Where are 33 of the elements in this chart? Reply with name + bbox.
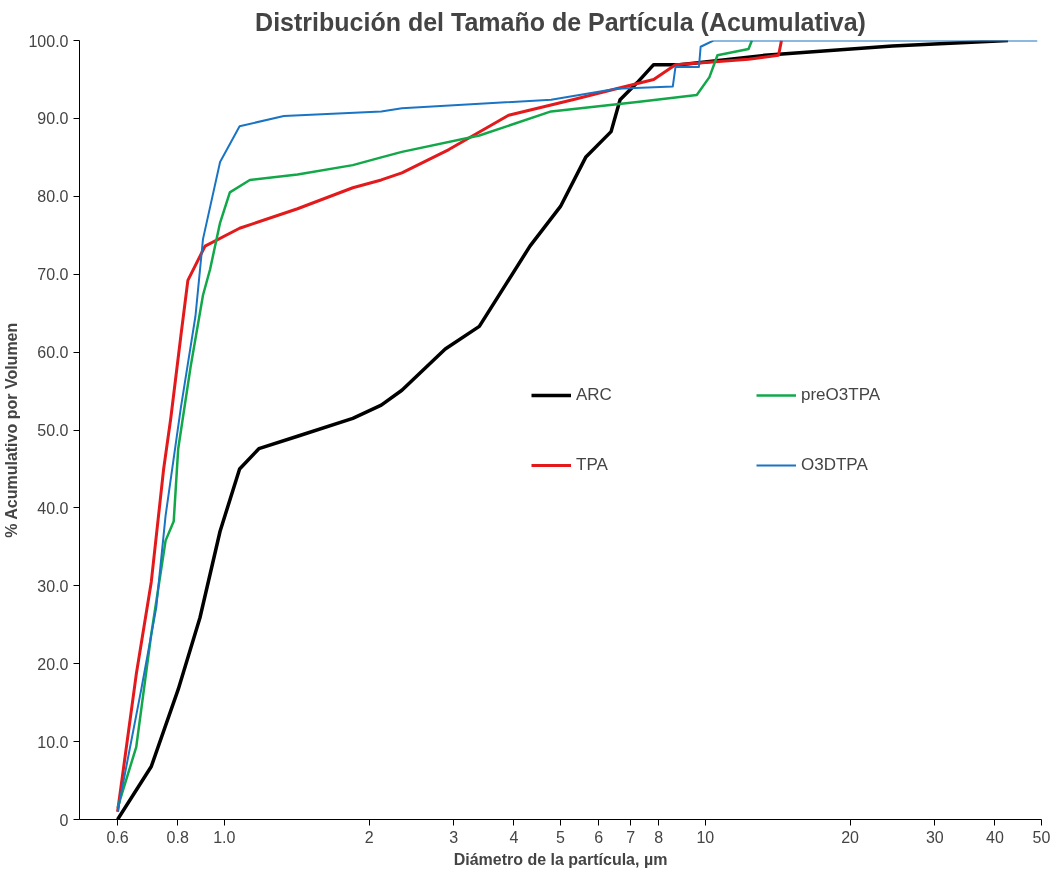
x-tick-label: 5 <box>556 828 566 846</box>
legend-label: preO3TPA <box>801 384 882 405</box>
x-tick-label: 50 <box>1032 828 1051 846</box>
y-tick-label: 80.0 <box>37 188 69 206</box>
x-tick-label: 3 <box>449 828 459 846</box>
y-tick-label: 100.0 <box>28 32 69 50</box>
x-tick-label: 0.6 <box>106 828 129 846</box>
y-tick-label: 10.0 <box>37 733 69 751</box>
x-tick-label: 20 <box>841 828 860 846</box>
y-tick-label: 90.0 <box>37 110 69 128</box>
y-tick-label: 0 <box>59 811 69 829</box>
y-tick-label: 50.0 <box>37 422 69 439</box>
legend-label: ARC <box>576 384 613 405</box>
y-tick-label: 40.0 <box>37 499 69 517</box>
legend-label: TPA <box>576 454 609 475</box>
x-axis-title: Diámetro de la partícula, µm <box>453 850 668 868</box>
y-axis-title: % Acumulativo por Volumen <box>3 322 21 538</box>
x-tick-label: 40 <box>985 828 1004 846</box>
x-tick-label: 4 <box>509 828 519 846</box>
chart-title: Distribución del Tamaño de Partícula (Acumulativa) <box>255 7 866 36</box>
x-tick-label: 6 <box>594 828 604 846</box>
legend-label: O3DTPA <box>801 454 869 475</box>
y-tick-label: 60.0 <box>37 344 69 362</box>
y-tick-label: 70.0 <box>37 266 69 284</box>
x-tick-label: 1.0 <box>213 828 236 846</box>
x-tick-label: 8 <box>654 828 664 846</box>
x-tick-label: 10 <box>696 828 715 846</box>
x-tick-label: 0.8 <box>166 828 189 846</box>
y-tick-label: 30.0 <box>37 577 69 595</box>
x-tick-label: 2 <box>364 828 374 846</box>
x-tick-label: 7 <box>626 828 636 846</box>
x-tick-label: 30 <box>925 828 944 846</box>
y-tick-label: 20.0 <box>37 655 69 673</box>
